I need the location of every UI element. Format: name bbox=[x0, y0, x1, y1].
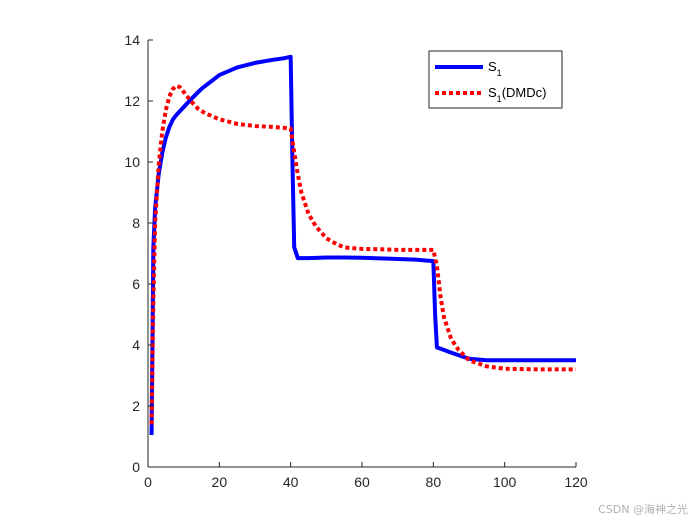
x-tick-label: 0 bbox=[144, 474, 152, 490]
legend-box bbox=[428, 50, 563, 109]
series-layer bbox=[149, 54, 576, 435]
axes-layer: 0 20 40 60 80 100 120 0 2 4 6 8 10 12 14 bbox=[124, 32, 587, 490]
y-tick-label: 6 bbox=[132, 276, 140, 292]
x-tick-label: 60 bbox=[354, 474, 370, 490]
legend-label-1: S1 bbox=[488, 59, 502, 78]
y-tick-label: 8 bbox=[132, 215, 140, 231]
x-tick-label: 100 bbox=[493, 474, 517, 490]
x-tick-label: 120 bbox=[564, 474, 588, 490]
x-tick-label: 80 bbox=[426, 474, 442, 490]
x-tick-label: 40 bbox=[283, 474, 299, 490]
series-line-1 bbox=[149, 54, 576, 435]
series-line-2 bbox=[149, 83, 576, 425]
x-tick-label: 20 bbox=[212, 474, 228, 490]
y-tick-label: 14 bbox=[124, 32, 140, 48]
y-tick-label: 12 bbox=[124, 93, 140, 109]
watermark: CSDN @海神之光 bbox=[598, 503, 688, 516]
y-tick-label: 10 bbox=[124, 154, 140, 170]
plot-area bbox=[148, 40, 576, 467]
legend: S1 S1(DMDc) bbox=[428, 50, 563, 109]
y-tick-label: 2 bbox=[132, 398, 140, 414]
y-tick-label: 0 bbox=[132, 459, 140, 475]
legend-label-2: S1(DMDc) bbox=[488, 85, 546, 104]
y-tick-label: 4 bbox=[132, 337, 140, 353]
